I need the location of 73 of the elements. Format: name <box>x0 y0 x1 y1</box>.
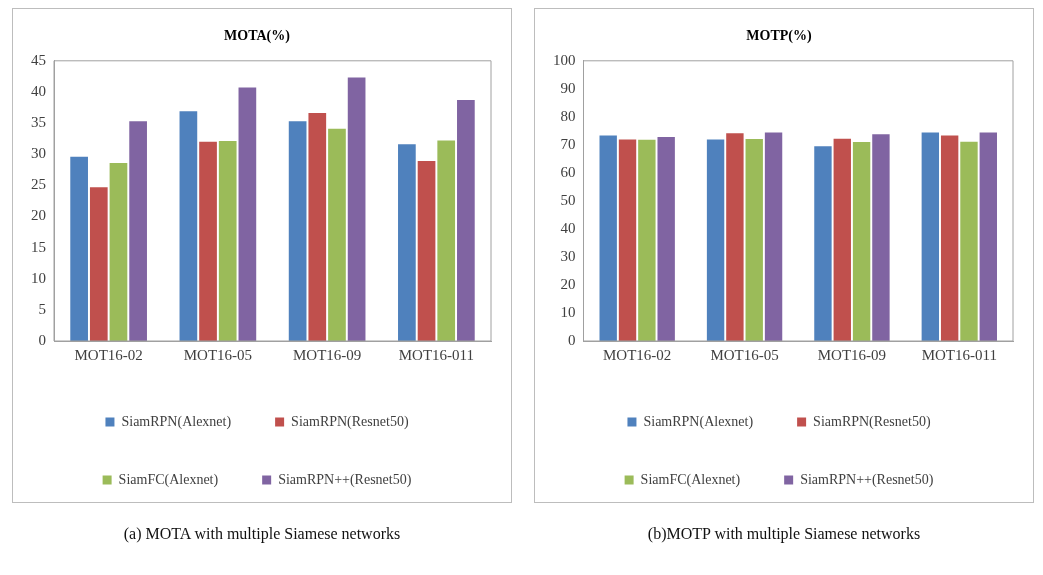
bar <box>238 87 257 341</box>
y-tick-label: 0 <box>38 331 46 348</box>
legend-label: SiamFC(Alexnet) <box>640 471 741 488</box>
bar <box>618 139 637 341</box>
y-tick-label: 15 <box>31 238 46 255</box>
chart-title: MOTP(%) <box>746 28 812 45</box>
bar <box>726 133 744 341</box>
legend-label: SiamRPN++(Resnet50) <box>278 471 412 488</box>
bar <box>745 138 763 341</box>
bar <box>288 121 307 341</box>
bar <box>89 187 108 341</box>
bar <box>960 141 978 341</box>
y-tick-label: 0 <box>568 331 576 348</box>
bar <box>657 137 675 341</box>
bar <box>308 113 327 341</box>
bar <box>179 111 198 341</box>
y-tick-label: 5 <box>38 300 46 317</box>
y-tick-label: 20 <box>560 275 576 292</box>
x-tick-label: MOT16-05 <box>183 346 253 363</box>
bar <box>129 121 147 341</box>
y-tick-label: 80 <box>560 107 576 124</box>
legend-label: SiamRPN(Resnet50) <box>291 413 409 430</box>
y-tick-label: 10 <box>31 269 46 286</box>
text: (a) MOTA with multiple Siamese networks <box>123 525 401 543</box>
y-tick-label: 20 <box>31 207 46 224</box>
legend-label: SiamFC(Alexnet) <box>118 471 219 488</box>
legend-label: SiamRPN(Alexnet) <box>121 413 232 430</box>
bar <box>417 161 436 341</box>
text: (b)MOTP with multiple Siamese networks <box>647 525 921 543</box>
bar <box>457 100 475 341</box>
legend-label: SiamRPN(Resnet50) <box>813 413 931 430</box>
bar <box>872 134 890 341</box>
bar <box>979 132 997 341</box>
x-tick-label: MOT16-011 <box>921 346 997 363</box>
bar <box>706 139 725 341</box>
legend-label: SiamRPN++(Resnet50) <box>800 471 934 488</box>
y-tick-label: 35 <box>31 114 46 130</box>
bar <box>347 77 366 341</box>
bar <box>814 146 832 341</box>
y-tick-label: 100 <box>553 51 576 68</box>
bar <box>109 162 128 341</box>
bar <box>638 139 656 341</box>
y-tick-label: 30 <box>560 247 576 264</box>
y-tick-label: 45 <box>31 51 46 68</box>
legend-label: SiamRPN(Alexnet) <box>643 413 754 430</box>
bar <box>599 135 617 341</box>
y-tick-label: 70 <box>560 135 576 152</box>
x-tick-label: MOT16-02 <box>603 346 672 363</box>
bar <box>940 135 959 341</box>
y-tick-label: 90 <box>560 79 576 96</box>
chart-title: MOTA(%) <box>224 28 291 45</box>
bar <box>833 138 851 341</box>
y-tick-label: 60 <box>560 163 576 180</box>
bar <box>398 144 416 341</box>
bar <box>764 132 783 341</box>
x-tick-label: MOT16-05 <box>710 346 779 363</box>
x-tick-label: MOT16-09 <box>292 346 362 363</box>
y-tick-label: 50 <box>560 191 576 208</box>
y-tick-label: 25 <box>31 176 46 193</box>
bar <box>199 141 217 341</box>
y-tick-label: 10 <box>560 303 576 320</box>
bar <box>852 142 871 341</box>
x-tick-label: MOT16-02 <box>74 346 143 363</box>
x-tick-label: MOT16-09 <box>817 346 887 363</box>
y-tick-label: 40 <box>31 82 46 99</box>
y-tick-label: 40 <box>560 219 576 236</box>
bar <box>328 128 346 341</box>
bar <box>437 140 456 341</box>
bar <box>921 132 940 341</box>
bar <box>70 156 88 341</box>
bar <box>218 141 237 341</box>
y-tick-label: 30 <box>31 145 46 162</box>
x-tick-label: MOT16-011 <box>398 346 475 363</box>
